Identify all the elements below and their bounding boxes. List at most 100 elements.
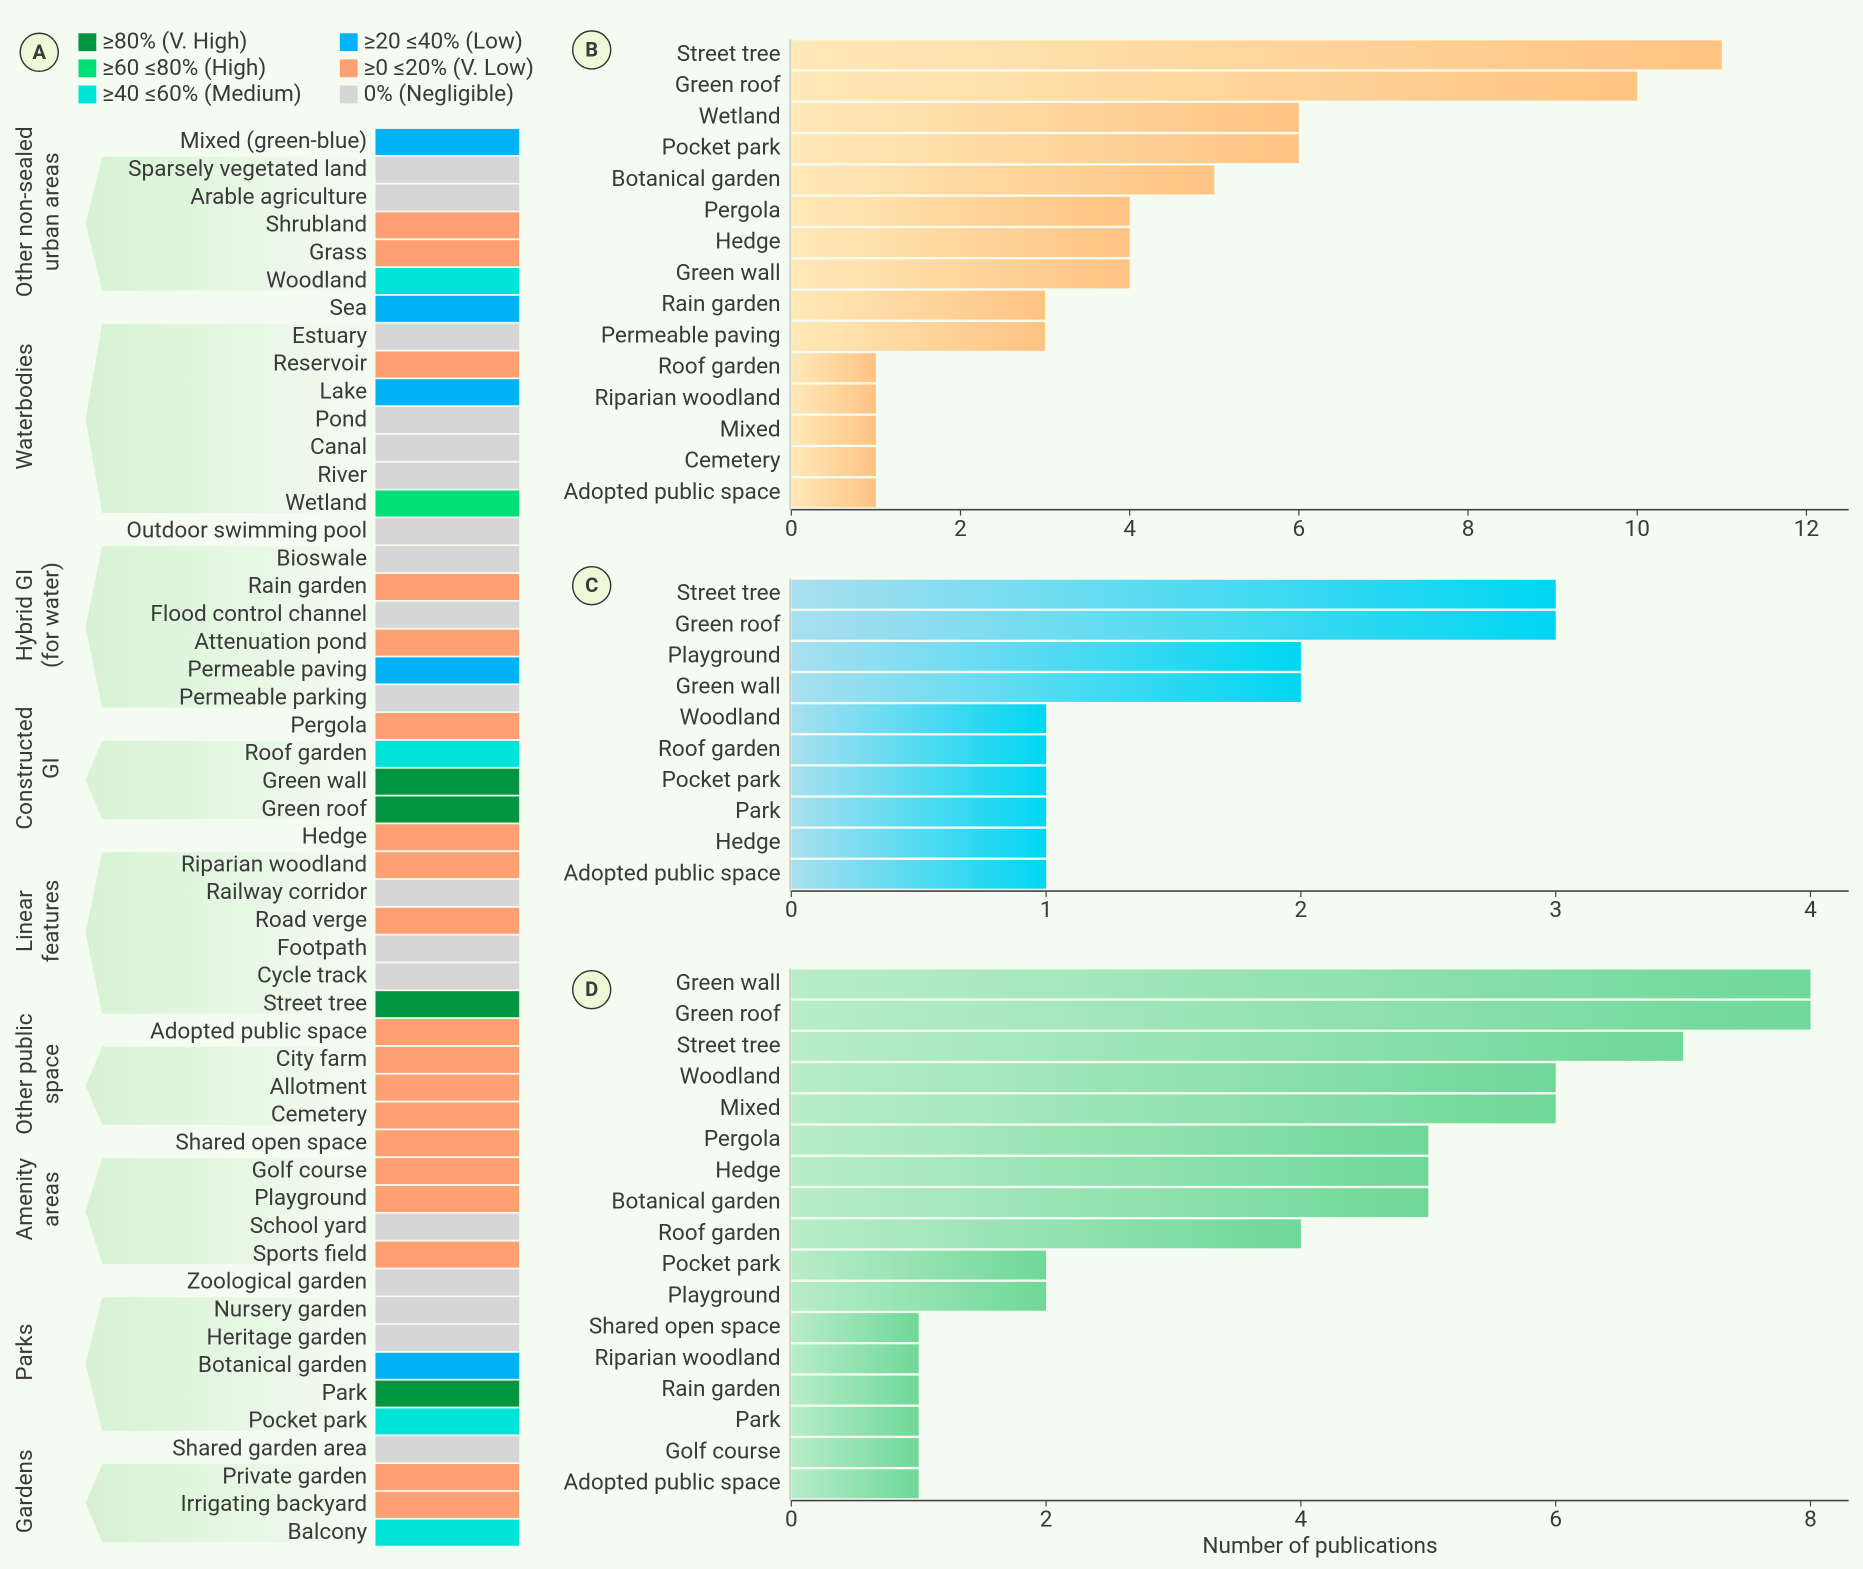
row-label: Street tree: [263, 989, 367, 1016]
category-label: Woodland: [680, 704, 781, 731]
row-label: Pond: [315, 405, 367, 432]
category-label: Pocket park: [662, 766, 782, 793]
row-label: Allotment: [270, 1073, 368, 1100]
class-cell: [375, 128, 520, 155]
group-label: (for water): [37, 562, 64, 668]
row-label: Irrigating backyard: [181, 1490, 368, 1517]
class-cell: [375, 629, 520, 656]
row-label: Green wall: [262, 767, 367, 794]
category-label: Roof garden: [658, 353, 781, 380]
row-label: Cycle track: [257, 962, 368, 989]
group-chevron: [85, 852, 371, 1014]
class-cell: [375, 1185, 520, 1212]
category-label: Playground: [668, 641, 781, 668]
group-label: areas: [37, 1171, 64, 1227]
class-cell: [375, 240, 520, 267]
category-label: Mixed: [720, 1094, 781, 1121]
category-label: Roof garden: [658, 1219, 781, 1246]
bar: [791, 735, 1047, 765]
category-label: Rain garden: [661, 1375, 780, 1402]
legend-label: ≥80% (V. High): [102, 28, 247, 55]
row-label: Attenuation pond: [194, 628, 367, 655]
bar: [791, 447, 876, 477]
row-label: Shared open space: [175, 1129, 367, 1156]
row-label: Heritage garden: [207, 1323, 368, 1350]
row-label: Zoological garden: [187, 1268, 367, 1295]
row-label: Adopted public space: [150, 1017, 367, 1044]
bar: [791, 828, 1047, 858]
bar: [791, 290, 1046, 320]
category-label: Green roof: [675, 71, 781, 98]
row-label: Park: [322, 1379, 368, 1406]
category-label: Adopted public space: [563, 859, 780, 886]
class-cell: [375, 379, 520, 406]
panel-badge: [19, 32, 59, 72]
class-cell: [375, 852, 520, 879]
x-tick-label: 4: [1123, 515, 1136, 542]
bar: [791, 1156, 1429, 1186]
class-cell: [375, 1102, 520, 1129]
bar: [791, 196, 1130, 226]
panel-letter: B: [585, 37, 598, 61]
row-label: Permeable parking: [179, 683, 367, 710]
x-tick-label: 0: [785, 515, 798, 542]
bar: [791, 1250, 1047, 1280]
group-label: Linear: [11, 890, 38, 952]
class-cell: [375, 879, 520, 906]
legend-label: ≥60 ≤80% (High): [102, 54, 266, 81]
bar: [791, 610, 1556, 640]
category-label: Woodland: [680, 1063, 781, 1090]
bar: [791, 766, 1047, 796]
category-label: Pergola: [704, 196, 781, 223]
row-label: Estuary: [292, 322, 367, 349]
row-label: Private garden: [222, 1462, 367, 1489]
class-cell: [375, 685, 520, 712]
class-cell: [375, 713, 520, 740]
class-cell: [375, 1213, 520, 1240]
bar: [791, 321, 1046, 351]
row-label: Footpath: [277, 934, 367, 961]
group-label: Waterbodies: [11, 343, 38, 469]
bar: [791, 1125, 1429, 1155]
bar: [791, 1344, 919, 1374]
bar: [791, 102, 1299, 132]
class-cell: [375, 267, 520, 295]
row-label: Arable agriculture: [190, 183, 367, 210]
bar: [791, 384, 876, 414]
bar: [791, 1188, 1429, 1218]
category-label: Riparian woodland: [594, 1344, 780, 1371]
bar: [791, 1406, 919, 1436]
legend-label: 0% (Negligible): [364, 80, 514, 107]
bar: [791, 1094, 1556, 1124]
category-label: Green wall: [676, 259, 781, 286]
row-label: Canal: [310, 433, 367, 460]
row-label: Shared garden area: [172, 1435, 367, 1462]
category-label: Playground: [668, 1281, 781, 1308]
row-label: Hedge: [302, 823, 367, 850]
class-cell: [375, 824, 520, 851]
category-label: Rain garden: [661, 290, 780, 317]
category-label: Botanical garden: [611, 1188, 780, 1215]
group-label: Other public: [11, 1013, 38, 1134]
group-label: Hybrid GI: [11, 569, 38, 661]
row-label: Cemetery: [271, 1101, 368, 1128]
class-cell: [375, 1074, 520, 1101]
class-cell: [375, 1436, 520, 1463]
group-label: Amenity: [11, 1158, 38, 1241]
panel-badge: [571, 969, 612, 1010]
bar: [791, 478, 876, 508]
bar: [791, 71, 1638, 101]
category-label: Adopted public space: [563, 478, 780, 505]
class-cell: [375, 212, 520, 239]
class-cell: [375, 1130, 520, 1157]
x-tick-label: 2: [1040, 1506, 1053, 1533]
category-label: Roof garden: [658, 735, 781, 762]
row-label: Mixed (green-blue): [180, 127, 367, 154]
class-cell: [375, 768, 520, 795]
category-label: Green roof: [675, 610, 781, 637]
x-tick-label: 8: [1804, 1506, 1817, 1533]
group-chevron: [85, 323, 371, 513]
x-tick-label: 0: [785, 896, 798, 923]
class-cell: [375, 963, 520, 990]
